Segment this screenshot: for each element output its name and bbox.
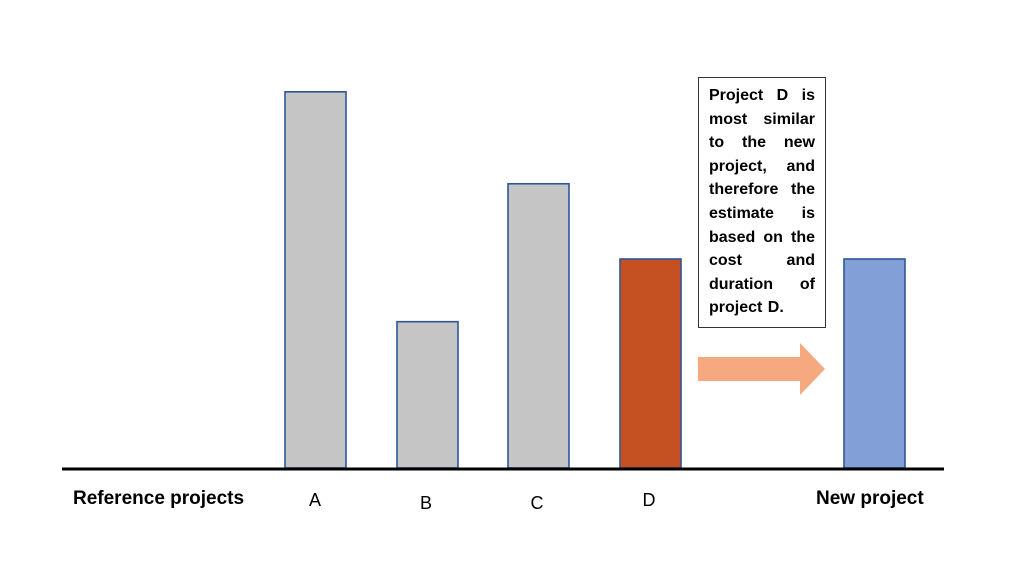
reference-projects-label: Reference projects <box>73 488 245 509</box>
bar-d <box>619 258 682 469</box>
bar-c <box>507 182 570 469</box>
bar-a <box>284 91 347 469</box>
bar-label-b: B <box>419 493 433 513</box>
right-arrow-icon <box>698 343 825 395</box>
bar-label-d: D <box>642 490 656 510</box>
explanation-callout-box: Project D is most similar to the new pro… <box>698 77 826 328</box>
bar-label-c: C <box>530 493 544 513</box>
bar-b <box>396 320 459 469</box>
explanation-text: Project D is most similar to the new pro… <box>709 87 815 317</box>
bars-group <box>284 91 906 469</box>
bar-new <box>843 258 906 469</box>
new-project-label: New project <box>816 488 924 509</box>
bar-label-a: A <box>308 490 322 510</box>
